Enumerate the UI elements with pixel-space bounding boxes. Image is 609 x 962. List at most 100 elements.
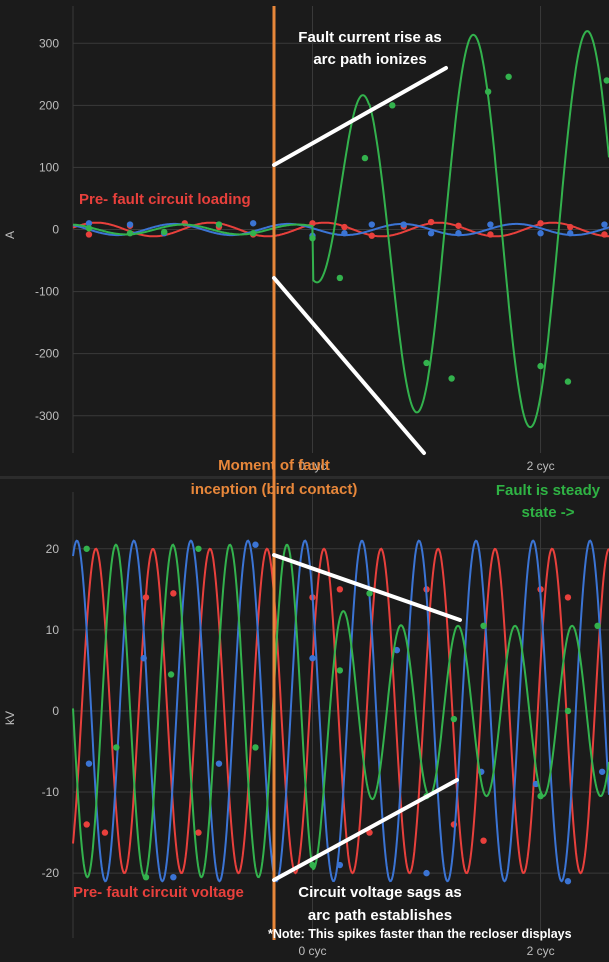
annotation-pointers: [272, 66, 462, 882]
voltage-point-blue: [336, 861, 344, 869]
current-series-line-blue: [72, 222, 609, 237]
current-tick-labels: 300 200 100 0 -100 -200 -300 0 cyc 2 cyc: [35, 36, 555, 473]
current-point-blue: [601, 221, 608, 228]
current-point-blue: [487, 221, 494, 228]
voltage-point-red: [142, 594, 150, 601]
current-point-red: [487, 231, 494, 238]
voltage-point-green: [594, 622, 601, 629]
current-y-axis-label: A: [3, 231, 17, 239]
voltage-point-green: [113, 744, 120, 751]
current-point-blue: [567, 230, 574, 237]
voltage-y-tick-label: 0: [52, 704, 59, 718]
current-point-green: [603, 77, 609, 84]
voltage-point-green: [142, 873, 150, 881]
current-point-blue: [341, 230, 348, 237]
current-point-blue: [368, 221, 375, 228]
annotation-fault-current-line2: arc path ionizes: [313, 51, 426, 68]
pointer-fault-current-up: [272, 66, 448, 167]
voltage-point-red: [480, 837, 487, 844]
annotations: Fault current rise as arc path ionizes P…: [73, 29, 601, 941]
annotation-fault-current-line1: Fault current rise as: [298, 29, 441, 46]
voltage-point-green: [537, 792, 544, 800]
voltage-point-red: [564, 594, 572, 601]
voltage-point-green: [366, 590, 373, 597]
annotation-prefault-loading: Pre- fault circuit loading: [79, 191, 251, 208]
voltage-point-green: [480, 622, 487, 629]
current-series-line-green: [72, 30, 609, 429]
current-point-green: [389, 102, 396, 109]
current-point-green: [361, 154, 369, 162]
current-y-tick-label: -100: [35, 285, 59, 299]
current-point-blue: [85, 220, 93, 227]
voltage-y-tick-label: 10: [46, 623, 60, 637]
current-point-blue: [249, 220, 257, 227]
current-point-red: [368, 232, 375, 239]
current-point-green: [249, 230, 257, 237]
voltage-point-green: [167, 671, 175, 678]
voltage-point-blue: [140, 655, 147, 662]
panel-separator: [0, 476, 609, 479]
voltage-point-green: [195, 545, 202, 552]
current-point-green: [309, 234, 316, 242]
current-point-blue: [455, 230, 462, 237]
annotation-moment-line1: Moment of fault: [218, 457, 330, 474]
voltage-point-blue: [85, 760, 93, 767]
voltage-point-green: [252, 744, 259, 751]
current-y-tick-label: 300: [39, 36, 59, 50]
voltage-point-blue: [170, 873, 177, 881]
current-point-red: [537, 220, 544, 227]
voltage-x-tick-label: 2 cyc: [527, 944, 555, 958]
voltage-point-blue: [423, 869, 430, 877]
current-point-green: [85, 225, 93, 232]
annotation-moment-line2: inception (bird contact): [191, 481, 358, 498]
pointer-fault-current-down: [272, 276, 426, 455]
current-point-red: [427, 218, 435, 226]
annotation-sag-line2: arc path establishes: [308, 907, 452, 924]
voltage-point-red: [366, 829, 373, 836]
voltage-point-red: [83, 821, 90, 828]
voltage-x-tick-label: 0 cyc: [298, 944, 326, 958]
current-point-green: [126, 230, 134, 237]
current-y-tick-label: 100: [39, 160, 59, 174]
voltage-plot: 20 10 0 -10 -20 0 cyc 2 cyc kV: [3, 492, 609, 958]
current-point-green: [161, 228, 168, 236]
current-point-red: [85, 231, 93, 238]
pointer-voltage-sag-upper: [272, 553, 462, 622]
voltage-series-line-green: [72, 543, 609, 879]
voltage-point-blue: [598, 768, 606, 775]
voltage-y-tick-label: 20: [46, 542, 60, 556]
current-point-red: [567, 223, 574, 231]
current-point-blue: [537, 230, 544, 237]
voltage-y-tick-label: -10: [42, 785, 60, 799]
voltage-point-red: [336, 586, 344, 593]
current-point-blue: [400, 221, 407, 228]
current-point-green: [423, 359, 430, 367]
current-point-green: [215, 221, 223, 228]
current-x-tick-label: 2 cyc: [527, 459, 555, 473]
voltage-point-blue: [252, 541, 259, 548]
current-y-tick-label: 0: [52, 223, 59, 237]
voltage-point-red: [195, 829, 202, 836]
voltage-point-red: [101, 829, 109, 836]
voltage-point-blue: [215, 760, 223, 767]
voltage-point-green: [336, 667, 344, 674]
annotation-sag-line1: Circuit voltage sags as: [298, 884, 461, 901]
voltage-series: [72, 539, 609, 885]
voltage-series-line-blue: [72, 539, 609, 883]
current-point-green: [448, 375, 455, 382]
voltage-point-red: [170, 590, 177, 597]
current-point-green: [505, 73, 512, 80]
current-y-tick-label: -300: [35, 409, 59, 423]
current-point-green: [336, 274, 344, 282]
voltage-tick-labels: 20 10 0 -10 -20 0 cyc 2 cyc: [42, 542, 555, 958]
voltage-point-green: [309, 861, 316, 869]
current-series: [72, 30, 609, 429]
current-point-red: [341, 223, 348, 231]
current-point-green: [564, 378, 572, 385]
current-x-tick-label: 0 cyc: [298, 459, 326, 473]
voltage-point-green: [450, 715, 458, 723]
voltage-y-tick-label: -20: [42, 866, 60, 880]
current-point-green: [484, 88, 492, 95]
annotation-prefault-voltage: Pre- fault circuit voltage: [73, 884, 244, 901]
